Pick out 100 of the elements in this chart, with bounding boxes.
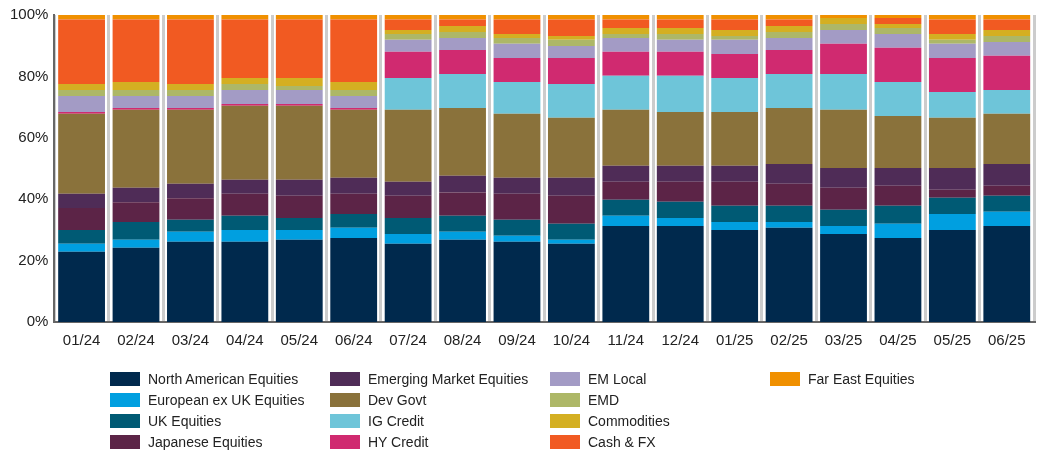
bar	[221, 229, 269, 242]
bar	[384, 217, 432, 234]
bar	[928, 34, 976, 40]
x-tick-label: 02/24	[117, 331, 155, 349]
bar	[112, 221, 160, 240]
bar	[58, 84, 105, 90]
bar	[439, 215, 486, 232]
bar	[112, 109, 160, 188]
bar	[221, 19, 269, 78]
bar	[765, 221, 813, 228]
bar	[384, 51, 432, 78]
bar	[330, 177, 378, 194]
bar	[874, 167, 922, 186]
bar	[58, 15, 105, 20]
bar	[928, 229, 976, 322]
bar	[439, 231, 486, 240]
bar	[439, 38, 486, 50]
bar	[439, 175, 486, 193]
x-tick-label: 11/24	[607, 331, 645, 349]
bar	[58, 113, 105, 194]
bar	[275, 85, 323, 90]
bar	[167, 198, 214, 220]
bar	[221, 84, 269, 90]
bar	[765, 50, 813, 74]
bar	[983, 225, 1031, 322]
bar	[602, 165, 650, 182]
bar	[330, 81, 378, 90]
bar	[221, 15, 269, 20]
bar	[711, 229, 759, 322]
bar	[58, 19, 105, 85]
bar	[275, 19, 323, 78]
bar	[656, 27, 704, 35]
bar	[656, 181, 704, 202]
x-tick-label: 06/24	[334, 331, 373, 349]
bar	[820, 109, 867, 168]
y-tick-label: 60%	[18, 127, 49, 145]
bar	[112, 19, 160, 82]
bar	[167, 15, 214, 20]
bar	[384, 195, 432, 218]
x-tick-label: 08/24	[443, 331, 482, 349]
bar	[439, 192, 486, 216]
bar	[384, 109, 432, 182]
x-tick-label: 07/24	[389, 331, 427, 349]
bar	[547, 35, 595, 40]
bar	[384, 30, 432, 35]
y-tick-label: 40%	[18, 189, 49, 207]
bar	[874, 205, 922, 224]
bar	[547, 223, 595, 240]
bar	[112, 239, 160, 248]
bar	[330, 193, 378, 214]
bar	[493, 81, 541, 114]
bar	[874, 237, 922, 322]
bar	[330, 227, 378, 238]
bar	[983, 15, 1031, 20]
bar	[112, 187, 160, 203]
bar	[711, 19, 759, 31]
bar	[547, 177, 595, 196]
bar	[820, 187, 867, 210]
bar	[439, 239, 486, 322]
bar	[493, 241, 541, 322]
bar	[275, 239, 323, 322]
legend-label: EMD	[588, 391, 620, 408]
bar	[112, 15, 160, 20]
bar	[983, 211, 1031, 226]
bar	[493, 19, 541, 35]
bar	[874, 81, 922, 116]
bar	[112, 96, 160, 109]
legend-label: HY Credit	[368, 433, 429, 450]
bar	[928, 57, 976, 93]
bar	[820, 18, 867, 24]
legend-label: Cash & FX	[588, 433, 656, 450]
bar	[656, 112, 704, 166]
bar	[439, 15, 486, 20]
bar	[547, 243, 595, 322]
bar	[493, 15, 541, 20]
bar	[275, 229, 323, 240]
bar	[58, 96, 105, 113]
bar	[330, 213, 378, 228]
bar	[547, 15, 595, 20]
x-tick-label: 03/25	[824, 331, 863, 349]
bar	[493, 43, 541, 58]
bar	[983, 19, 1031, 31]
bar	[602, 225, 650, 322]
bar	[112, 202, 160, 222]
bar	[983, 42, 1031, 56]
bar	[711, 205, 759, 222]
bar	[493, 219, 541, 236]
bar	[874, 23, 922, 28]
bar	[602, 34, 650, 39]
bar	[275, 195, 323, 218]
bar	[221, 105, 269, 180]
bar	[167, 241, 214, 322]
bar	[167, 84, 214, 90]
bar	[874, 34, 922, 48]
bar	[602, 15, 650, 20]
bar	[656, 15, 704, 20]
x-tick-label: 05/25	[933, 331, 972, 349]
bar	[983, 35, 1031, 43]
bar	[928, 39, 976, 44]
x-tick-label: 04/24	[226, 331, 264, 349]
